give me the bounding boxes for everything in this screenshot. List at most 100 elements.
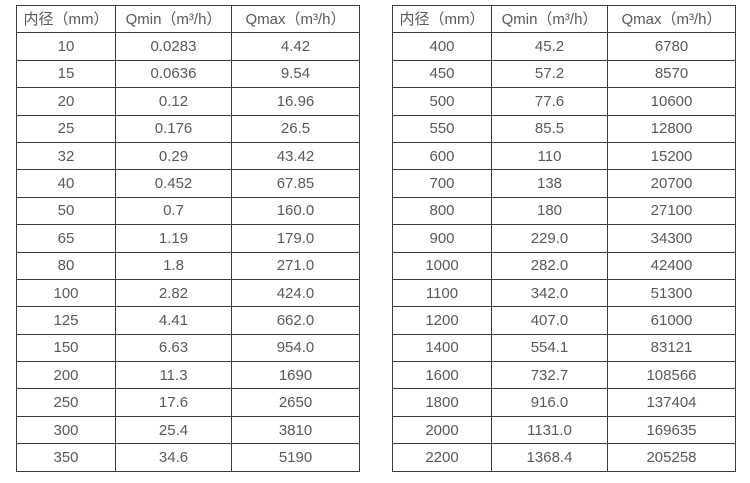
table-row: 20 0.12 16.96 <box>16 87 360 116</box>
table-cell: 8570 <box>607 59 736 89</box>
table-row: 350 34.6 5190 <box>16 443 360 472</box>
table-cell: 12800 <box>607 114 736 143</box>
table-cell: 350 <box>16 443 116 472</box>
table-cell: 300 <box>16 415 116 445</box>
table-row: 1600 732.7 108566 <box>392 361 736 390</box>
table-cell: 110 <box>491 141 608 171</box>
table-row: 150 6.63 954.0 <box>16 333 360 363</box>
table-row: 25 0.176 26.5 <box>16 114 360 143</box>
table-cell: 108566 <box>607 361 736 390</box>
table-cell: 662.0 <box>231 306 360 335</box>
table-cell: 160.0 <box>231 196 360 226</box>
table-cell: 83121 <box>607 333 736 363</box>
table-row: 800 180 27100 <box>392 196 736 226</box>
table-row: 400 45.2 6780 <box>392 32 736 61</box>
table-cell: 10 <box>16 32 116 61</box>
table-cell: 51300 <box>607 278 736 308</box>
table-row: 300 25.4 3810 <box>16 415 360 445</box>
table-cell: 42400 <box>607 251 736 280</box>
table-row: 200 11.3 1690 <box>16 361 360 390</box>
table-cell: 20700 <box>607 169 736 198</box>
table-cell: 169635 <box>607 415 736 445</box>
column-header: Qmax（m³/h） <box>607 4 736 34</box>
table-cell: 125 <box>16 306 116 335</box>
table-cell: 500 <box>392 87 492 116</box>
table-row: 500 77.6 10600 <box>392 87 736 116</box>
table-cell: 6780 <box>607 32 736 61</box>
table-cell: 85.5 <box>491 114 608 143</box>
table-row: 1000 282.0 42400 <box>392 251 736 280</box>
table-cell: 1368.4 <box>491 443 608 472</box>
table-cell: 1200 <box>392 306 492 335</box>
flow-spec-table-small-diameters: 内径（mm） Qmin（m³/h） Qmax（m³/h） 10 0.0283 4.42 1… <box>16 4 360 472</box>
table-cell: 4.41 <box>115 306 232 335</box>
table-cell: 25 <box>16 114 116 143</box>
table-cell: 9.54 <box>231 59 360 89</box>
table-cell: 407.0 <box>491 306 608 335</box>
table-cell: 6.63 <box>115 333 232 363</box>
table-cell: 43.42 <box>231 141 360 171</box>
column-header: 内径（mm） <box>392 4 492 34</box>
table-row: 700 138 20700 <box>392 169 736 198</box>
table-cell: 954.0 <box>231 333 360 363</box>
table-cell: 1800 <box>392 388 492 417</box>
table-row: 250 17.6 2650 <box>16 388 360 417</box>
table-cell: 1600 <box>392 361 492 390</box>
table-cell: 57.2 <box>491 59 608 89</box>
flow-spec-table-large-diameters: 内径（mm） Qmin（m³/h） Qmax（m³/h） 400 45.2 6780 45… <box>392 4 736 472</box>
table-cell: 138 <box>491 169 608 198</box>
table-cell: 732.7 <box>491 361 608 390</box>
table-cell: 45.2 <box>491 32 608 61</box>
table-cell: 11.3 <box>115 361 232 390</box>
table-cell: 10600 <box>607 87 736 116</box>
table-cell: 1690 <box>231 361 360 390</box>
column-header: 内径（mm） <box>16 4 116 34</box>
table-row: 32 0.29 43.42 <box>16 141 360 171</box>
table-row: 1800 916.0 137404 <box>392 388 736 417</box>
table-cell: 34.6 <box>115 443 232 472</box>
table-cell: 4.42 <box>231 32 360 61</box>
table-cell: 77.6 <box>491 87 608 116</box>
table-row: 900 229.0 34300 <box>392 224 736 253</box>
table-cell: 40 <box>16 169 116 198</box>
table-cell: 0.176 <box>115 114 232 143</box>
table-cell: 900 <box>392 224 492 253</box>
table-cell: 200 <box>16 361 116 390</box>
table-row: 600 110 15200 <box>392 141 736 171</box>
table-cell: 0.29 <box>115 141 232 171</box>
table-cell: 80 <box>16 251 116 280</box>
table-cell: 3810 <box>231 415 360 445</box>
table-cell: 342.0 <box>491 278 608 308</box>
column-header: Qmax（m³/h） <box>231 4 360 34</box>
table-cell: 67.85 <box>231 169 360 198</box>
header-row: 内径（mm） Qmin（m³/h） Qmax（m³/h） <box>392 4 736 34</box>
table-row: 10 0.0283 4.42 <box>16 32 360 61</box>
table-cell: 2.82 <box>115 278 232 308</box>
table-cell: 15 <box>16 59 116 89</box>
table-cell: 50 <box>16 196 116 226</box>
table-row: 40 0.452 67.85 <box>16 169 360 198</box>
table-row: 550 85.5 12800 <box>392 114 736 143</box>
table-row: 2200 1368.4 205258 <box>392 443 736 472</box>
table-cell: 16.96 <box>231 87 360 116</box>
table-cell: 205258 <box>607 443 736 472</box>
table-row: 15 0.0636 9.54 <box>16 59 360 89</box>
table-cell: 0.0636 <box>115 59 232 89</box>
table-cell: 916.0 <box>491 388 608 417</box>
table-cell: 229.0 <box>491 224 608 253</box>
table-cell: 27100 <box>607 196 736 226</box>
table-cell: 800 <box>392 196 492 226</box>
table-cell: 554.1 <box>491 333 608 363</box>
table-row: 1200 407.0 61000 <box>392 306 736 335</box>
table-cell: 0.12 <box>115 87 232 116</box>
table-row: 125 4.41 662.0 <box>16 306 360 335</box>
table-cell: 65 <box>16 224 116 253</box>
table-cell: 179.0 <box>231 224 360 253</box>
table-cell: 137404 <box>607 388 736 417</box>
table-cell: 250 <box>16 388 116 417</box>
table-cell: 2000 <box>392 415 492 445</box>
table-row: 1100 342.0 51300 <box>392 278 736 308</box>
table-row: 100 2.82 424.0 <box>16 278 360 308</box>
table-row: 1400 554.1 83121 <box>392 333 736 363</box>
table-cell: 2200 <box>392 443 492 472</box>
